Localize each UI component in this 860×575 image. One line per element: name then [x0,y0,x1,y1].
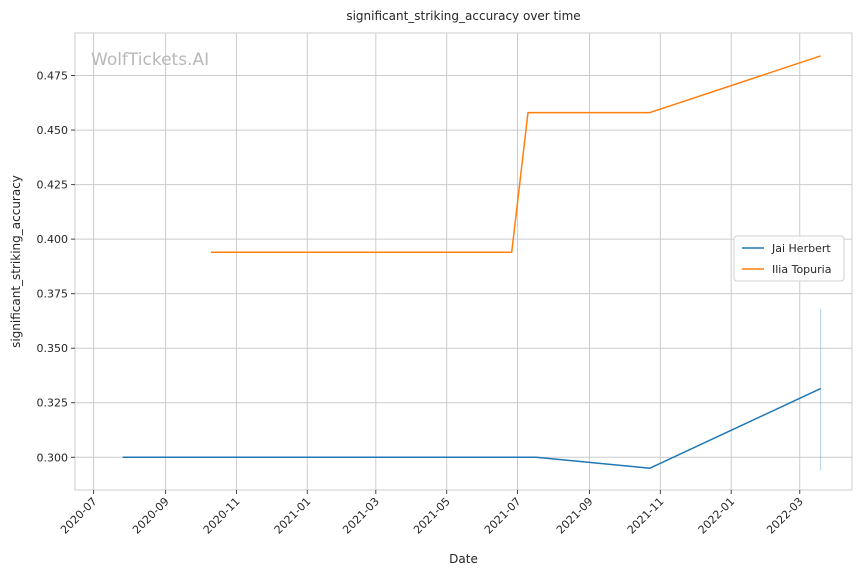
y-axis-ticks: 0.300 0.325 0.350 0.375 0.400 0.425 0.450 0.475 [37,70,75,464]
y-tick-label: 0.325 [37,397,69,410]
y-tick-label: 0.425 [37,179,69,192]
y-tick-label: 0.375 [37,288,69,301]
y-tick-label: 0.475 [37,70,69,83]
legend: Jai Herbert Ilia Topuria [733,235,845,282]
legend-label: Jai Herbert [771,242,831,255]
series-line-ilia-topuria [210,55,821,253]
plot-frame [74,32,853,491]
y-tick-label: 0.350 [37,342,69,355]
x-axis-label: Date [449,552,478,566]
series-line-jai-herbert [122,387,821,469]
chart-title: significant_striking_accuracy over time [346,9,580,23]
y-tick-label: 0.450 [37,124,69,137]
y-tick-label: 0.300 [37,451,69,464]
watermark-text: WolfTickets.AI [91,50,209,70]
legend-label: Ilia Topuria [772,263,831,276]
series-layer [122,55,822,471]
y-axis-label: significant_striking_accuracy [9,175,23,348]
y-tick-label: 0.400 [37,233,69,246]
